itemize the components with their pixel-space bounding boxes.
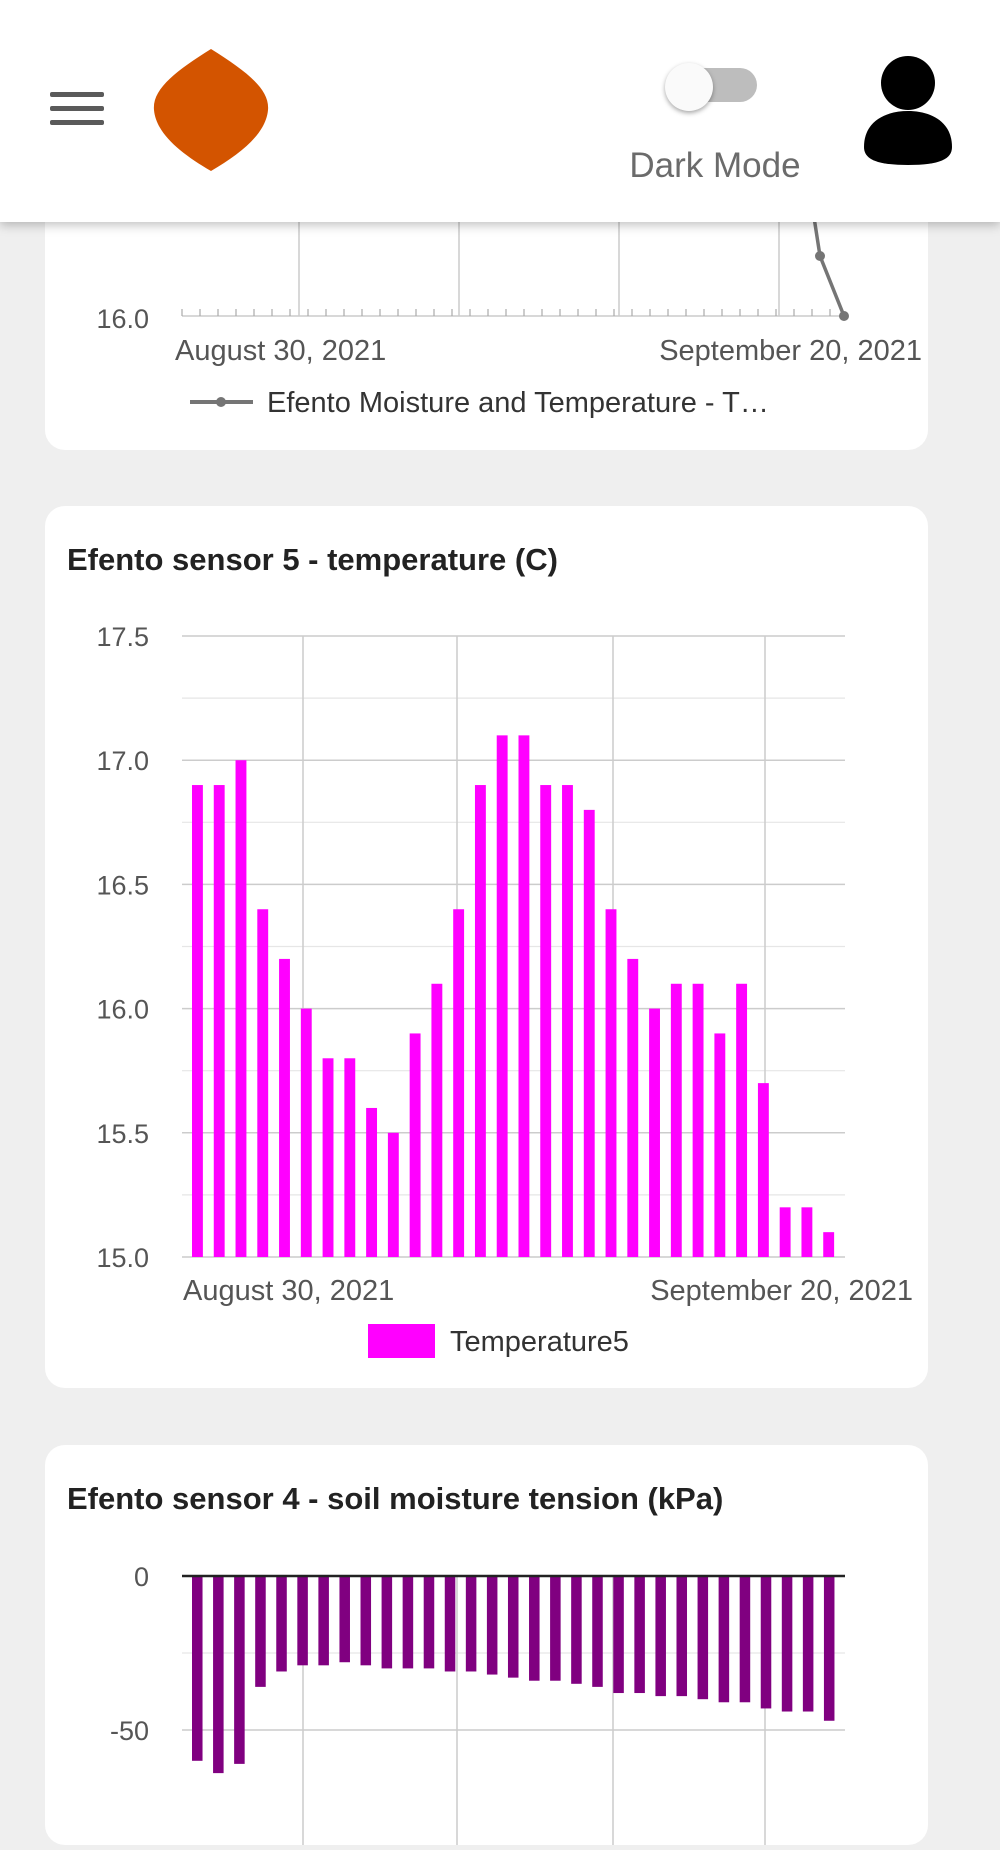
bar <box>431 983 443 1257</box>
bar <box>562 785 573 1257</box>
bar <box>550 1576 561 1681</box>
chart-card-sensor5-temperature: Efento sensor 5 - temperature (C) 15.0 15… <box>45 506 928 1388</box>
y-tick-label: 16.5 <box>96 870 149 900</box>
bar <box>655 1576 666 1697</box>
bar <box>344 1058 356 1257</box>
x-tick-label: September 20, 2021 <box>659 335 922 367</box>
bar <box>276 1576 287 1672</box>
bar <box>496 735 508 1257</box>
bar <box>235 760 247 1257</box>
chart-title: Efento sensor 5 - temperature (C) <box>67 542 558 577</box>
bar <box>387 1132 399 1257</box>
bar <box>676 1576 688 1697</box>
bar <box>234 1576 245 1764</box>
y-tick-label: 15.5 <box>96 1119 149 1149</box>
bar <box>802 1576 814 1712</box>
x-tick-label: August 30, 2021 <box>175 335 386 367</box>
bar <box>297 1576 308 1666</box>
bar <box>779 1207 791 1257</box>
bar <box>592 1576 603 1687</box>
bar <box>465 1576 477 1672</box>
bar <box>322 1058 334 1257</box>
bar <box>605 909 617 1257</box>
chart-title: Efento sensor 4 - soil moisture tension … <box>67 1481 724 1516</box>
bar <box>760 1576 772 1709</box>
user-avatar-icon[interactable] <box>858 55 958 167</box>
bar <box>453 909 465 1257</box>
bar <box>757 1083 769 1257</box>
bar <box>409 1033 421 1257</box>
data-point <box>815 251 825 261</box>
bar <box>339 1576 350 1663</box>
bar <box>739 1576 751 1703</box>
bar <box>279 958 290 1257</box>
bar <box>300 1008 312 1257</box>
dark-mode-label: Dark Mode <box>629 146 801 185</box>
bar <box>423 1576 435 1669</box>
legend-label: Efento Moisture and Temperature - T… <box>267 387 769 419</box>
bar <box>670 983 682 1257</box>
bar <box>627 958 639 1257</box>
bar <box>507 1576 519 1678</box>
x-tick-label: August 30, 2021 <box>183 1275 394 1307</box>
dark-mode-toggle[interactable] <box>665 63 763 111</box>
bar <box>634 1576 645 1694</box>
bar <box>692 983 704 1257</box>
bar <box>823 1232 835 1257</box>
app-header: Dark Mode <box>0 0 1000 222</box>
bar <box>518 735 530 1257</box>
toggle-knob <box>665 63 713 111</box>
bar <box>366 1107 378 1257</box>
bar <box>649 1008 660 1257</box>
bar <box>360 1576 372 1666</box>
y-tick-label: 17.0 <box>96 746 149 776</box>
bar <box>823 1576 835 1721</box>
sensor4-soil-moisture-chart: 0 -50 <box>110 1562 845 1845</box>
y-tick-label: 16.0 <box>96 995 149 1025</box>
bar <box>714 1033 726 1257</box>
bar <box>718 1576 730 1703</box>
legend-swatch <box>368 1324 435 1358</box>
chart-card-sensor4-soil-moisture: Efento sensor 4 - soil moisture tension … <box>45 1445 928 1845</box>
bar <box>540 785 552 1257</box>
x-tick-label: September 20, 2021 <box>650 1275 913 1307</box>
efento-logo[interactable] <box>150 45 272 175</box>
bar <box>192 785 203 1257</box>
bar <box>571 1576 582 1684</box>
y-tick-label: -50 <box>110 1716 149 1746</box>
bar <box>697 1576 709 1700</box>
logo-shape <box>153 49 269 171</box>
bar <box>257 909 269 1257</box>
y-tick-label: 16.0 <box>96 304 149 334</box>
bar <box>318 1576 329 1666</box>
y-tick-label: 0 <box>134 1562 149 1592</box>
bar <box>444 1576 456 1672</box>
moisture-temperature-chart: 16.0 August 30, 2021 September 20, 2021 Efe… <box>96 148 922 419</box>
legend-marker <box>216 397 226 407</box>
sensor5-temperature-chart: 15.0 15.5 16.0 16.5 17.0 17.5 August 30, 2021 S… <box>96 622 913 1358</box>
bar <box>801 1207 813 1257</box>
bar <box>474 785 486 1257</box>
bar <box>781 1576 793 1712</box>
bar <box>213 1576 224 1774</box>
bar <box>486 1576 498 1675</box>
bar <box>192 1576 203 1761</box>
y-tick-label: 15.0 <box>96 1243 149 1273</box>
bar <box>213 785 225 1257</box>
bar <box>381 1576 393 1669</box>
legend-label: Temperature5 <box>450 1326 629 1358</box>
bar <box>583 809 595 1257</box>
hamburger-menu-icon[interactable] <box>50 92 108 132</box>
bar <box>529 1576 540 1681</box>
bar <box>613 1576 624 1694</box>
data-point <box>839 311 849 321</box>
y-tick-label: 17.5 <box>96 622 149 652</box>
bar <box>736 983 748 1257</box>
bar <box>402 1576 414 1669</box>
bar <box>255 1576 266 1687</box>
